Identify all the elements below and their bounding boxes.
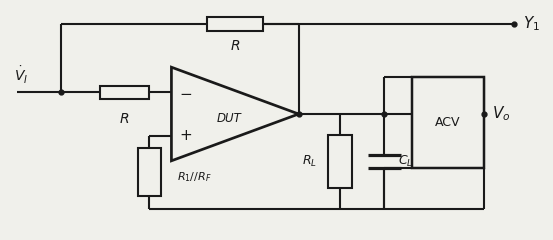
Text: $\dot{V}_I$: $\dot{V}_I$ <box>14 65 28 86</box>
Text: $R$: $R$ <box>119 112 129 126</box>
Text: $+$: $+$ <box>179 128 192 143</box>
Bar <box>138 148 161 196</box>
Text: $Y_1$: $Y_1$ <box>523 15 540 33</box>
Text: $V_o$: $V_o$ <box>492 105 510 123</box>
Text: $C_L$: $C_L$ <box>398 154 413 169</box>
Text: $-$: $-$ <box>179 85 192 100</box>
Bar <box>412 77 484 168</box>
Text: DUT: DUT <box>217 112 242 125</box>
Text: $R_L$: $R_L$ <box>302 154 317 169</box>
Bar <box>207 17 263 30</box>
Text: $R_1//R_F$: $R_1//R_F$ <box>177 170 212 184</box>
Bar <box>100 86 149 99</box>
Text: ACV: ACV <box>435 116 461 129</box>
Text: $R$: $R$ <box>230 39 240 53</box>
Bar <box>328 135 352 188</box>
